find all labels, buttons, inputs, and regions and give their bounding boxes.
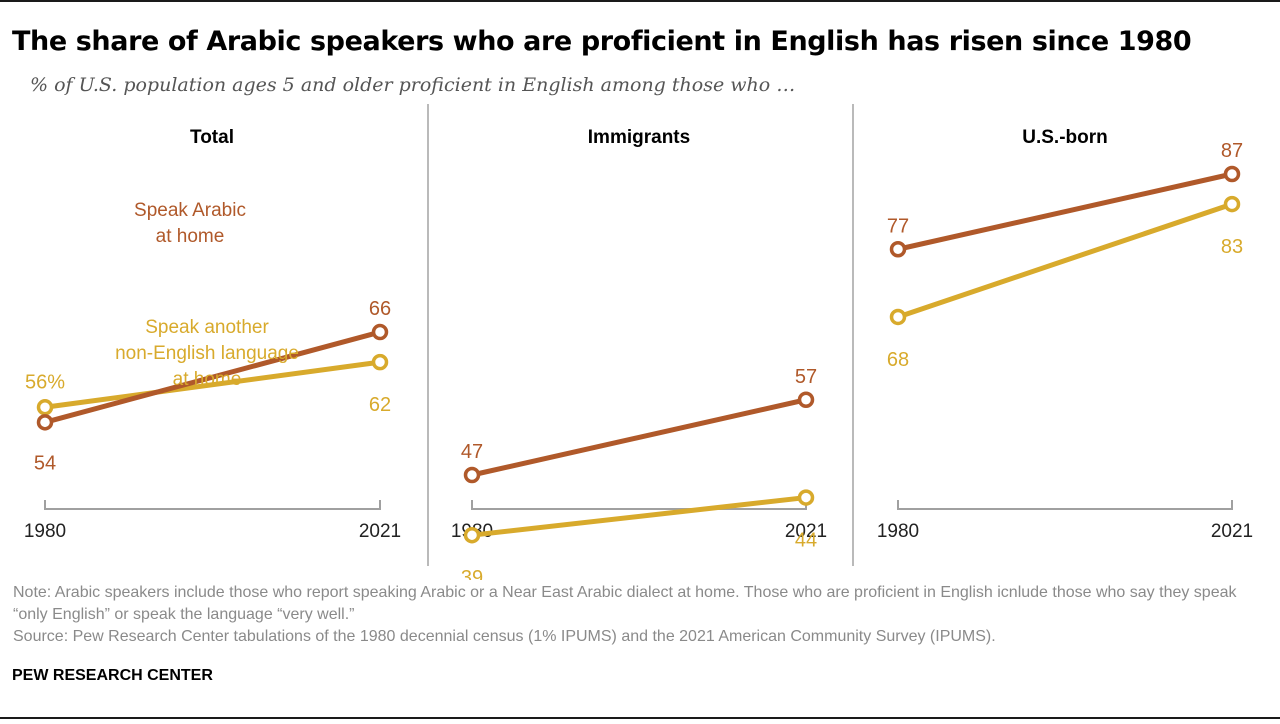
data-point-arabic [36, 414, 54, 431]
series-line-arabic [469, 397, 809, 478]
panel-1: Total 1980 2021 54 66 56% 62 Speak Arabic at hom… [24, 127, 401, 542]
source-text: Source: Pew Research Center tabulations … [13, 628, 996, 645]
series-label-arabic: Speak Arabic at home [134, 200, 246, 247]
series-line-arabic [42, 329, 383, 425]
data-label: 62 [369, 394, 391, 416]
data-point-arabic [797, 391, 815, 408]
data-label: 57 [795, 366, 817, 388]
series-label-other: Speak another non-English language at home [115, 317, 299, 390]
data-point-arabic [463, 466, 481, 484]
x-tick-label: 2021 [359, 521, 401, 542]
x-tick-label: 1980 [24, 521, 66, 542]
data-point-other [889, 308, 907, 326]
data-label: 87 [1221, 140, 1243, 162]
panel-title: Total [190, 127, 234, 148]
series-line-arabic [895, 171, 1235, 252]
data-label: 77 [887, 215, 909, 237]
panel-title: Immigrants [588, 127, 690, 148]
top-rule [0, 0, 1280, 2]
bottom-rule [0, 717, 1280, 719]
data-point-other [1223, 195, 1241, 213]
chart-title: The share of Arabic speakers who are pro… [12, 26, 1192, 57]
data-label: 39 [461, 567, 483, 580]
series-line-other [469, 495, 809, 538]
panel-title: U.S.-born [1022, 127, 1108, 148]
brand-logo-text: PEW RESEARCH CENTER [12, 667, 213, 684]
data-point-arabic [1223, 165, 1241, 183]
panel-2: Immigrants1980202147573944 [451, 127, 827, 580]
data-label: 56% [25, 371, 65, 393]
x-tick-label: 1980 [877, 521, 919, 542]
data-label: 83 [1221, 236, 1243, 258]
data-label: 54 [34, 452, 56, 474]
data-label: 66 [369, 298, 391, 320]
data-point-arabic [371, 323, 389, 341]
data-point-other [463, 526, 481, 544]
data-label: 47 [461, 441, 483, 463]
data-point-other [36, 399, 54, 416]
data-label: 44 [795, 530, 817, 552]
chart-canvas: Total 1980 2021 54 66 56% 62 Speak Arabic at hom… [24, 104, 1253, 580]
x-tick-label: 2021 [1211, 521, 1253, 542]
series-line-other [895, 201, 1235, 320]
data-point-other [797, 489, 815, 506]
footnotes: Note: Arabic speakers include those who … [13, 582, 1273, 648]
data-point-arabic [889, 241, 907, 258]
data-point-other [371, 353, 389, 371]
x-tick-label: 2021 [785, 521, 827, 542]
series-line-other [42, 359, 383, 410]
chart-subtitle: % of U.S. population ages 5 and older pr… [30, 74, 796, 96]
data-label: 68 [887, 349, 909, 371]
panel-3: U.S.-born 1980 2021 77 87 68 83 [877, 127, 1253, 542]
note-text: Note: Arabic speakers include those who … [13, 584, 1237, 623]
